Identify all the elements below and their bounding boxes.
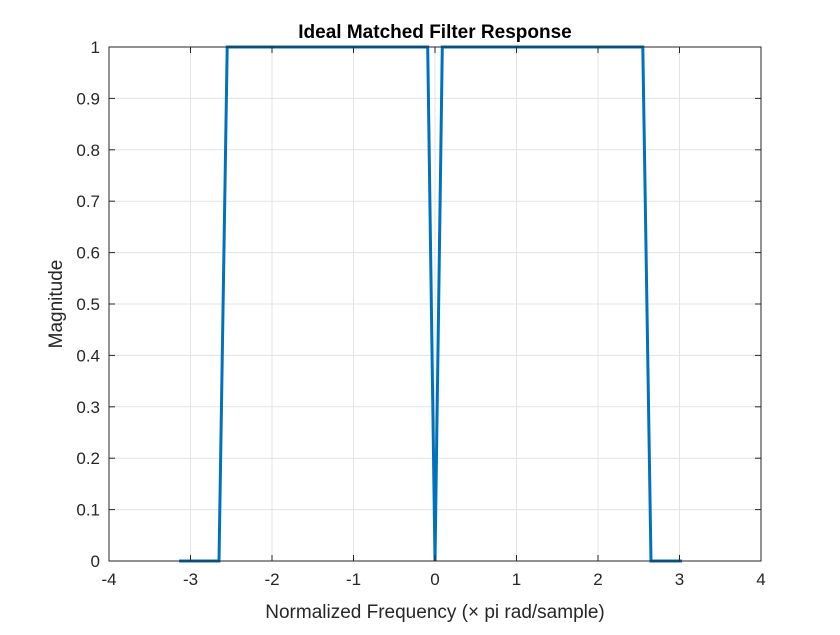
y-tick-label: 0.4 [76,346,100,365]
y-tick-labels: 0 0.1 0.2 0.3 0.4 0.5 0.6 0.7 0.8 0.9 1 [76,38,100,571]
chart-title: Ideal Matched Filter Response [298,22,571,43]
y-tick-label: 0.3 [76,398,100,417]
y-tick-label: 0.2 [76,449,100,468]
x-tick-label: 1 [512,570,521,589]
y-tick-label: 0.9 [76,89,100,108]
y-tick-label: 0.1 [76,501,100,520]
x-tick-label: 0 [430,570,439,589]
y-tick-label: 1 [91,38,100,57]
y-axis-label: Magnitude [46,260,67,349]
x-tick-label: -4 [101,570,116,589]
y-tick-label: 0.8 [76,141,100,160]
x-tick-label: 2 [593,570,602,589]
x-tick-label: 3 [675,570,684,589]
x-tick-label: -1 [346,570,361,589]
ticks [108,46,762,562]
x-tick-label: -3 [183,570,198,589]
y-tick-label: 0.7 [76,192,100,211]
x-tick-label: 4 [756,570,765,589]
x-axis-label: Normalized Frequency (× pi rad/sample) [265,602,605,623]
y-tick-label: 0 [91,552,100,571]
y-tick-label: 0.5 [76,295,100,314]
x-tick-labels: -4 -3 -2 -1 0 1 2 3 4 [101,570,765,589]
x-tick-label: -2 [264,570,279,589]
y-tick-label: 0.6 [76,244,100,263]
